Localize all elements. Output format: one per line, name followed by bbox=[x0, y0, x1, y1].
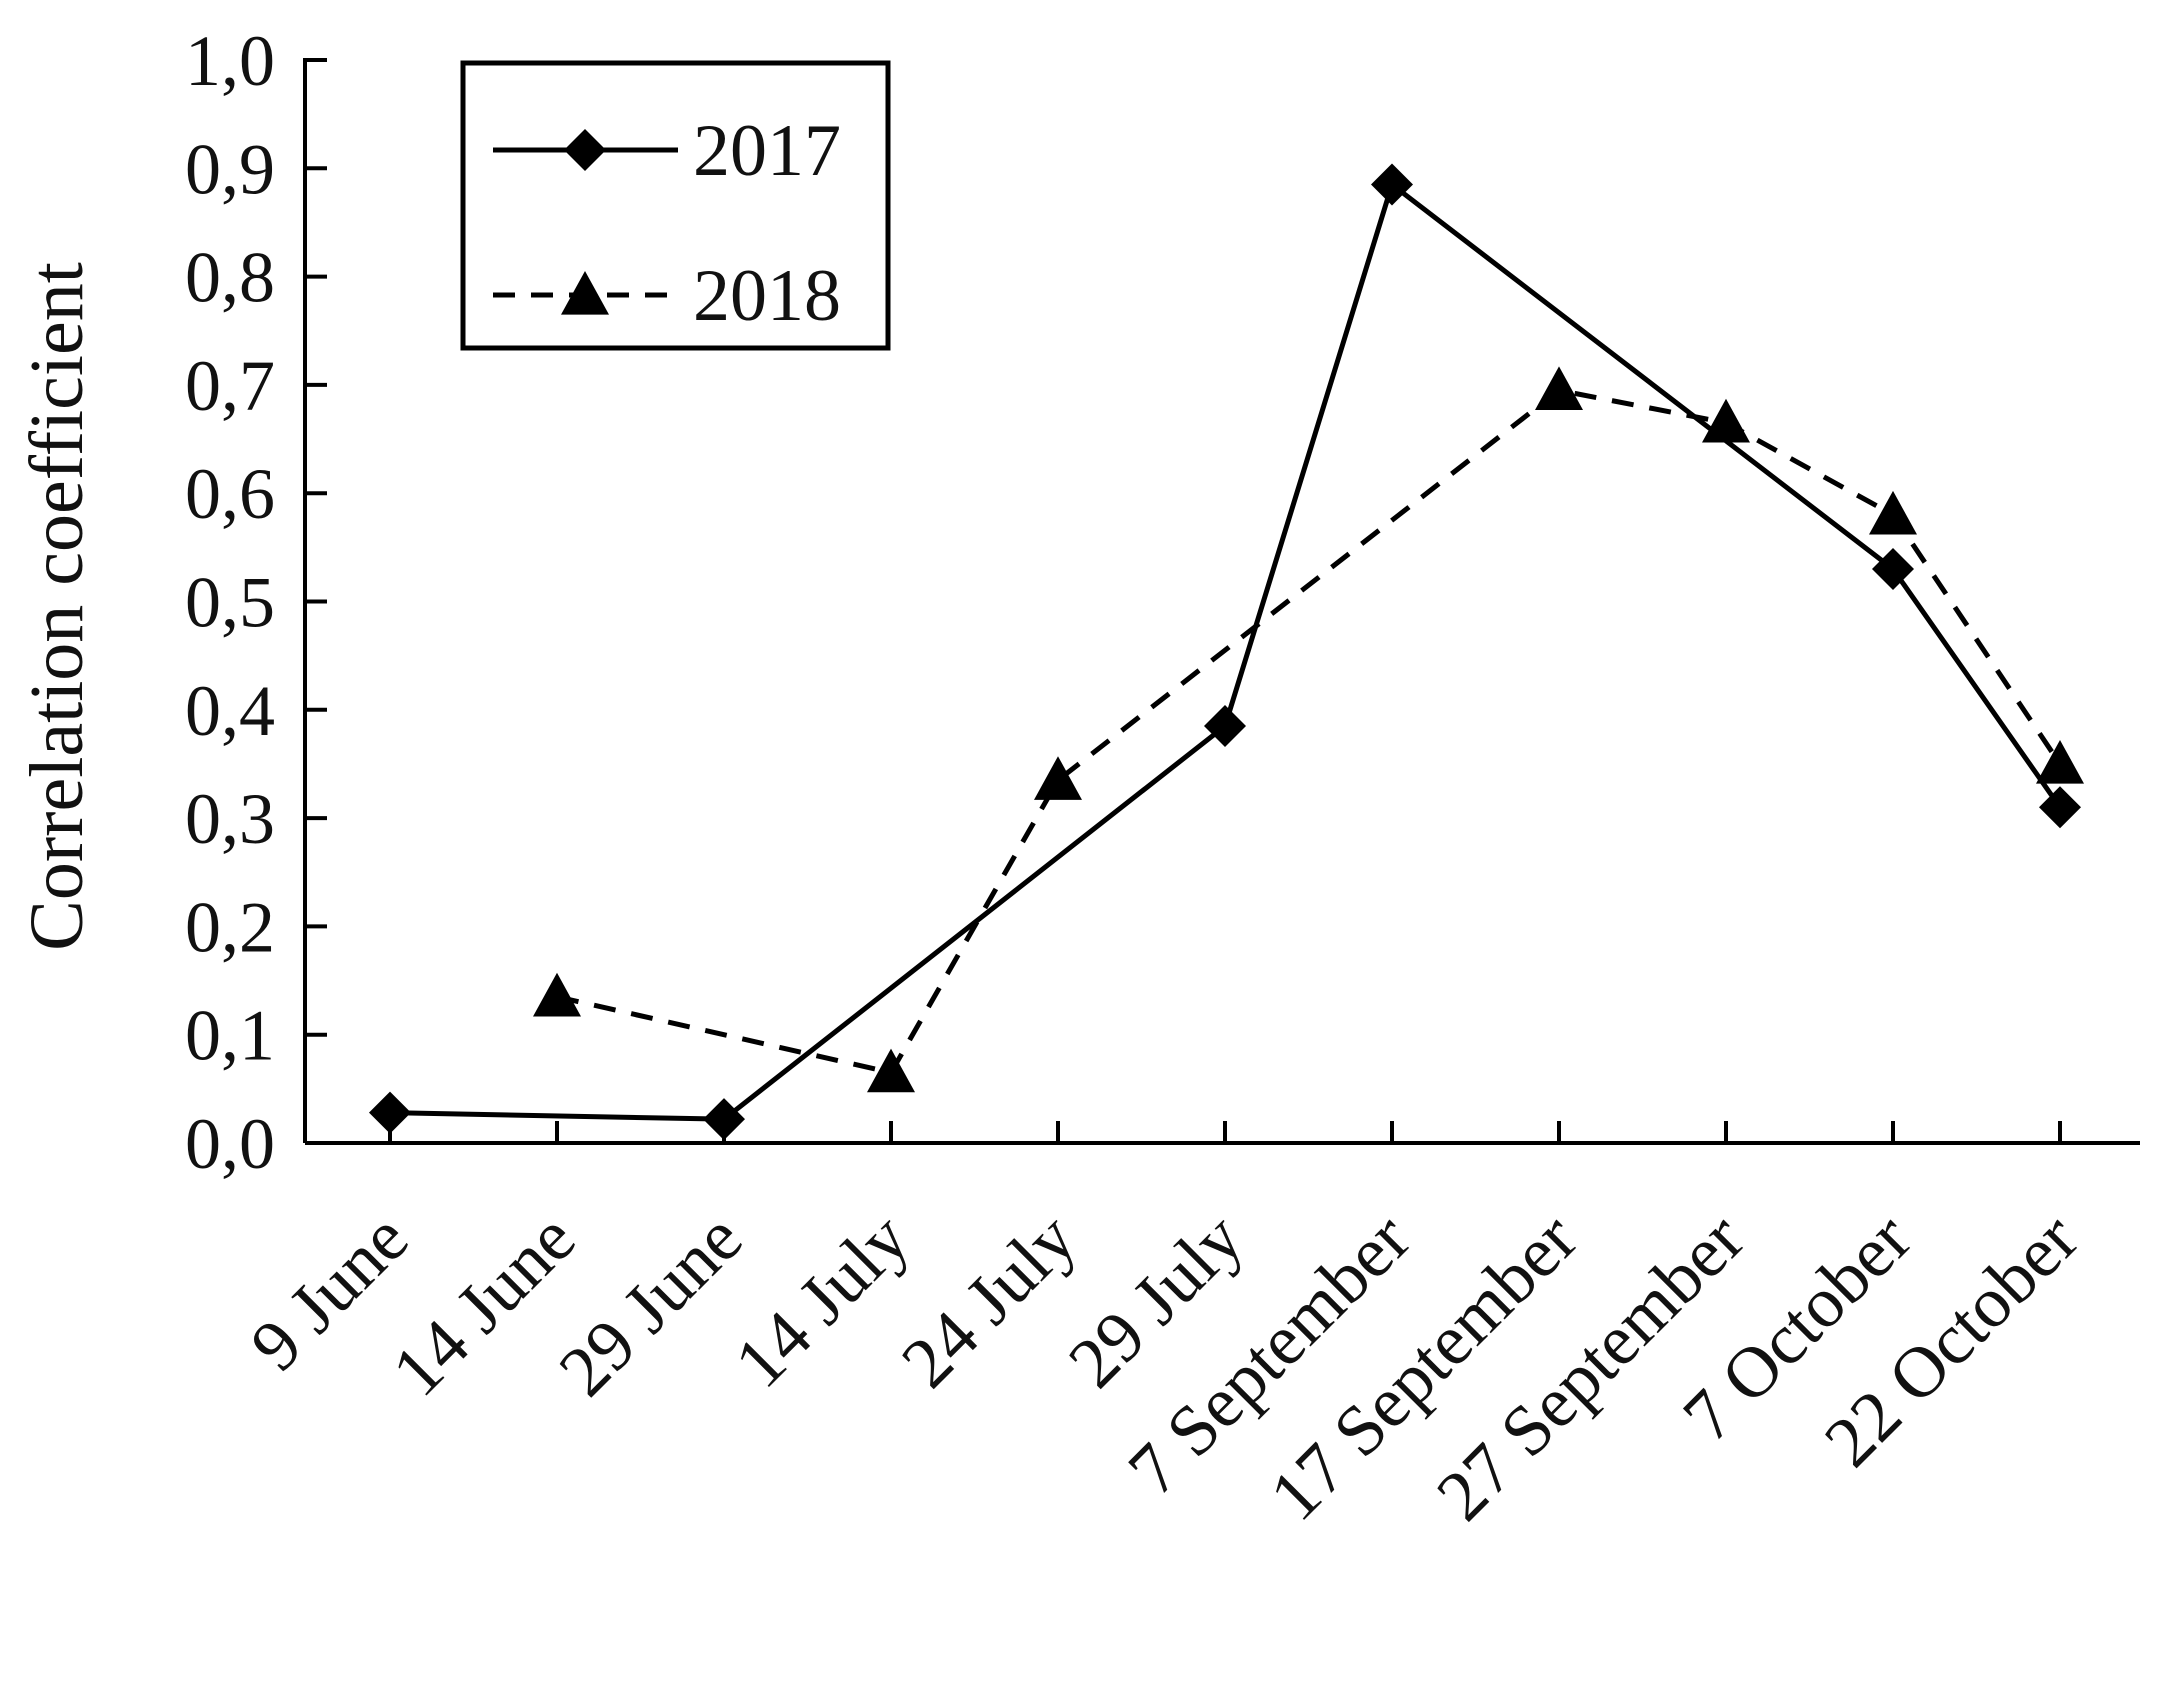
data-point-2018 bbox=[2036, 739, 2084, 784]
series-2017 bbox=[369, 163, 2081, 1141]
x-tick-label: 29 June bbox=[544, 1198, 758, 1412]
legend-marker-2018 bbox=[561, 271, 609, 315]
y-tick-label: 0,9 bbox=[185, 129, 275, 209]
data-point-2017 bbox=[369, 1091, 411, 1134]
data-point-2017 bbox=[1371, 163, 1413, 206]
y-tick-label: 1,0 bbox=[185, 21, 275, 101]
x-tick-label: 14 June bbox=[377, 1198, 591, 1412]
data-point-2018 bbox=[1702, 398, 1750, 443]
data-point-2018 bbox=[533, 972, 581, 1017]
y-tick-label: 0,1 bbox=[185, 996, 275, 1076]
data-point-2017 bbox=[2039, 786, 2081, 829]
data-point-2017 bbox=[703, 1098, 745, 1141]
data-point-2018 bbox=[1034, 756, 1082, 800]
y-tick-label: 0,8 bbox=[185, 238, 275, 318]
y-tick-label: 0,0 bbox=[185, 1104, 275, 1184]
y-tick-label: 0,5 bbox=[185, 563, 275, 643]
x-tick-label: 24 July bbox=[886, 1198, 1091, 1403]
y-axis-title: Correlation coefficient bbox=[15, 262, 99, 951]
series-2018 bbox=[533, 366, 2084, 1093]
data-point-2018 bbox=[1869, 490, 1917, 535]
y-tick-label: 0,3 bbox=[185, 779, 275, 859]
y-tick-label: 0,4 bbox=[185, 671, 275, 751]
legend-label-2018: 2018 bbox=[693, 255, 841, 337]
data-point-2018 bbox=[1535, 366, 1583, 410]
legend-box bbox=[460, 60, 891, 351]
series-layer bbox=[369, 163, 2084, 1141]
y-tick-label: 0,7 bbox=[185, 346, 275, 426]
y-tick-label: 0,2 bbox=[185, 887, 275, 967]
series-line-2017 bbox=[389, 182, 2063, 1122]
x-tick-label: 14 July bbox=[719, 1198, 924, 1403]
data-point-2017 bbox=[1204, 705, 1246, 748]
series-line-2018 bbox=[556, 387, 2063, 1076]
y-tick-label: 0,6 bbox=[185, 454, 275, 534]
axes: 0,0 0,1 0,2 0,3 0,4 0,5 0,6 0,7 0,8 0,9 1,0 Correla… bbox=[15, 21, 2140, 1536]
data-point-2018 bbox=[867, 1048, 915, 1093]
legend-marker-2017 bbox=[564, 129, 606, 171]
legend: 2017 2018 bbox=[460, 60, 891, 351]
legend-label-2017: 2017 bbox=[693, 110, 841, 192]
data-point-2017 bbox=[1872, 548, 1914, 591]
